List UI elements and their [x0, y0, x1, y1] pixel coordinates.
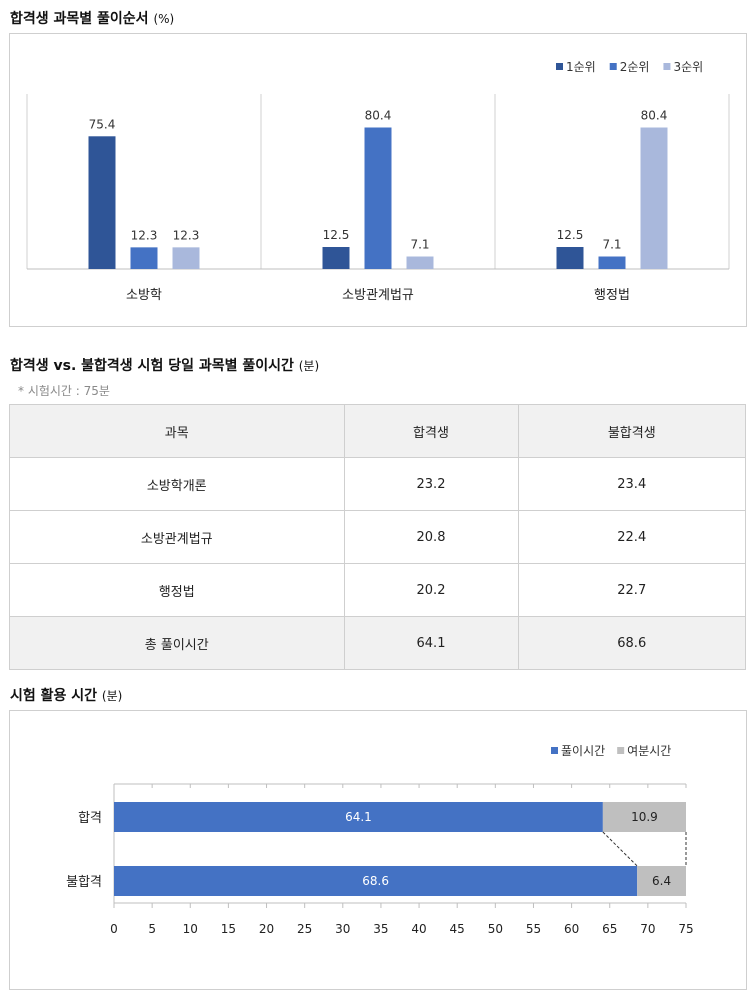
data-label: 80.4 — [365, 108, 392, 122]
chart2-frame: 풀이시간 여분시간 0 5 10 15 20 25 30 35 40 45 50 55 60 65 70 75 64… — [9, 710, 747, 990]
x-tick-label: 60 — [564, 922, 579, 936]
cell-pass: 20.2 — [343, 563, 519, 617]
data-label: 7.1 — [410, 238, 429, 252]
data-label: 80.4 — [641, 108, 668, 122]
time-table: 과목 합격생 불합격생 소방학개론 23.2 23.4 소방관계법규 20.8 … — [9, 404, 746, 670]
header-pass: 합격생 — [343, 404, 519, 458]
x-tick-label: 20 — [259, 922, 274, 936]
data-label: 10.9 — [631, 810, 658, 824]
table-title-text: 합격생 vs. 불합격생 시험 당일 과목별 풀이시간 — [10, 358, 294, 374]
cell-fail: 68.6 — [517, 616, 746, 670]
bar-소방관계법규-2순위 — [364, 127, 392, 269]
chart1-title-text: 합격생 과목별 풀이순서 — [10, 11, 149, 27]
table-title: 합격생 vs. 불합격생 시험 당일 과목별 풀이시간 (분) — [10, 355, 319, 375]
bar-행정법-3순위 — [640, 127, 668, 269]
cell-subject: 소방관계법규 — [9, 510, 345, 564]
x-tick-label: 50 — [488, 922, 503, 936]
data-label: 12.3 — [173, 228, 200, 242]
chart2-svg: 풀이시간 여분시간 0 5 10 15 20 25 30 35 40 45 50 55 60 65 70 75 64… — [66, 744, 694, 936]
header-fail: 불합격생 — [517, 404, 746, 458]
chart1-svg: 1순위 2순위 3순위 75.4 12.3 12.3 소방학 12.5 80.4 7.1 소방관계법… — [26, 60, 730, 303]
x-tick-label: 45 — [450, 922, 465, 936]
legend-label-2: 여분시간 — [627, 744, 671, 758]
category-label: 행정법 — [594, 287, 630, 303]
category-label: 소방학 — [126, 288, 162, 303]
bar-합격-여분시간 — [602, 802, 686, 832]
chart2-unit: (분) — [101, 689, 123, 703]
x-tick-label: 15 — [221, 922, 236, 936]
x-tick-label: 30 — [335, 922, 350, 936]
bar-소방관계법규-1순위 — [322, 247, 350, 269]
data-label: 7.1 — [602, 238, 621, 252]
chart1-unit: (%) — [153, 12, 175, 26]
table-row: 행정법 20.2 22.7 — [9, 563, 746, 617]
data-label: 75.4 — [89, 117, 116, 131]
legend-label-1: 풀이시간 — [561, 744, 605, 758]
cell-pass: 23.2 — [343, 457, 519, 511]
data-label: 12.3 — [131, 228, 158, 242]
bar-소방학-1순위 — [88, 136, 116, 269]
legend-swatch-1 — [551, 747, 558, 754]
bar-소방학-3순위 — [172, 247, 200, 269]
cell-subject: 행정법 — [9, 563, 345, 617]
cell-fail: 22.4 — [517, 510, 746, 564]
category-label: 소방관계법규 — [342, 288, 414, 303]
x-tick-label: 70 — [640, 922, 655, 936]
cell-subject: 총 풀이시간 — [9, 616, 345, 670]
category-label: 불합격 — [66, 875, 102, 890]
bar-소방관계법규-3순위 — [406, 256, 434, 269]
category-label: 합격 — [78, 811, 102, 826]
legend-swatch-1 — [556, 63, 563, 70]
bar-행정법-1순위 — [556, 247, 584, 269]
data-label: 68.6 — [362, 874, 389, 888]
cell-subject: 소방학개론 — [9, 457, 345, 511]
cell-fail: 23.4 — [517, 457, 746, 511]
x-tick-label: 65 — [602, 922, 617, 936]
table-unit: (분) — [298, 359, 320, 373]
chart1-frame: 1순위 2순위 3순위 75.4 12.3 12.3 소방학 12.5 80.4 7.1 소방관계법… — [9, 33, 747, 327]
data-label: 12.5 — [557, 228, 584, 242]
legend-label-1: 1순위 — [566, 60, 596, 74]
chart2-title-text: 시험 활용 시간 — [10, 688, 98, 704]
bar-불합격-풀이시간 — [114, 866, 638, 896]
chart1-title: 합격생 과목별 풀이순서 (%) — [10, 8, 174, 28]
bar-행정법-2순위 — [598, 256, 626, 269]
cell-fail: 22.7 — [517, 563, 746, 617]
series-connector — [602, 831, 638, 867]
x-tick-label: 25 — [297, 922, 312, 936]
table-row: 소방학개론 23.2 23.4 — [9, 457, 746, 511]
table-total-row: 총 풀이시간 64.1 68.6 — [9, 616, 746, 670]
x-tick-label: 10 — [183, 922, 198, 936]
cell-pass: 20.8 — [343, 510, 519, 564]
exam-time-note: * 시험시간 : 75분 — [18, 384, 110, 398]
bar-합격-풀이시간 — [114, 802, 603, 832]
bar-소방학-2순위 — [130, 247, 158, 269]
cell-pass: 64.1 — [343, 616, 519, 670]
legend-label-2: 2순위 — [620, 60, 650, 74]
x-tick-label: 0 — [110, 922, 118, 936]
table-row: 소방관계법규 20.8 22.4 — [9, 510, 746, 564]
data-label: 64.1 — [345, 810, 372, 824]
table-header-row: 과목 합격생 불합격생 — [9, 404, 746, 458]
x-tick-label: 40 — [411, 922, 426, 936]
bar-불합격-여분시간 — [637, 866, 686, 896]
header-subject: 과목 — [9, 404, 345, 458]
data-label: 6.4 — [652, 874, 671, 888]
x-tick-label: 35 — [373, 922, 388, 936]
legend-swatch-2 — [609, 63, 617, 70]
x-tick-label: 75 — [678, 922, 693, 936]
legend-label-3: 3순위 — [673, 60, 703, 74]
data-label: 12.5 — [323, 228, 350, 242]
legend-swatch-3 — [663, 63, 671, 70]
chart2-title: 시험 활용 시간 (분) — [10, 685, 122, 705]
x-tick-label: 55 — [526, 922, 541, 936]
legend-swatch-2 — [617, 747, 625, 754]
x-tick-label: 5 — [148, 922, 156, 936]
